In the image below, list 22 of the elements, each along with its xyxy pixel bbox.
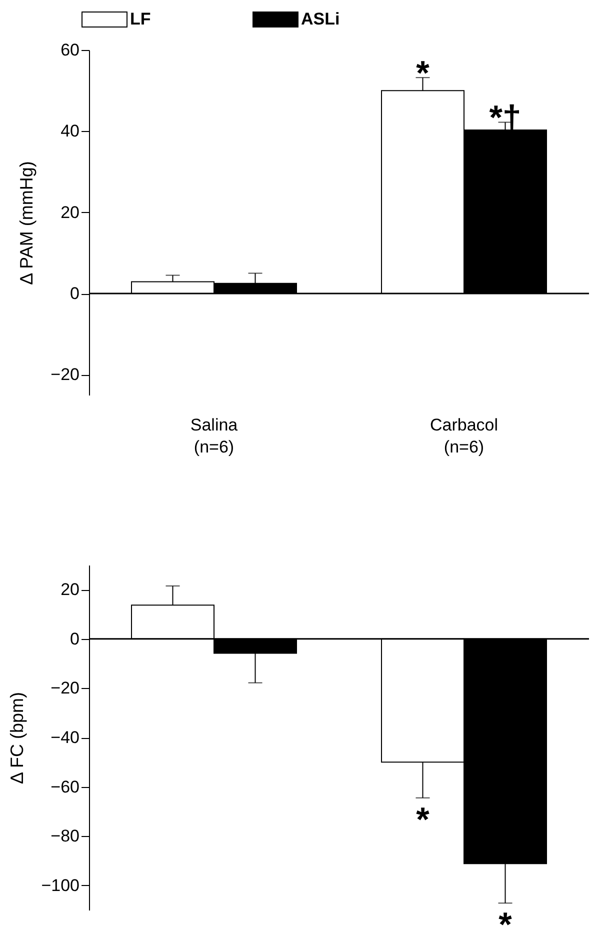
y-tick-label: 60: [60, 40, 80, 60]
y-tick-label: −100: [41, 876, 80, 895]
y-tick-label: −60: [50, 777, 80, 796]
legend-label: ASLi: [301, 10, 340, 28]
y-axis-title: Δ PAM (mmHg): [16, 161, 37, 285]
y-tick-label: 40: [60, 122, 80, 141]
y-tick-label: −20: [50, 678, 80, 698]
y-tick-label: 20: [60, 202, 80, 222]
annotation: *: [416, 54, 430, 93]
y-tick-label: 0: [70, 629, 80, 648]
y-tick-label: 20: [60, 580, 80, 600]
y-tick-label: −80: [50, 826, 80, 846]
legend-label: LF: [130, 10, 151, 28]
x-tick-label: Carbacol (n=6): [430, 416, 498, 456]
annotation: *: [416, 800, 430, 839]
annotation: *†: [489, 99, 522, 138]
y-axis-title: Δ FC (bpm): [7, 692, 28, 784]
y-tick-label: −20: [50, 365, 80, 384]
y-tick-label: 0: [70, 284, 80, 304]
y-tick-label: −40: [50, 728, 80, 747]
x-tick-label: Salina (n=6): [190, 416, 238, 456]
annotation: *: [498, 906, 513, 944]
